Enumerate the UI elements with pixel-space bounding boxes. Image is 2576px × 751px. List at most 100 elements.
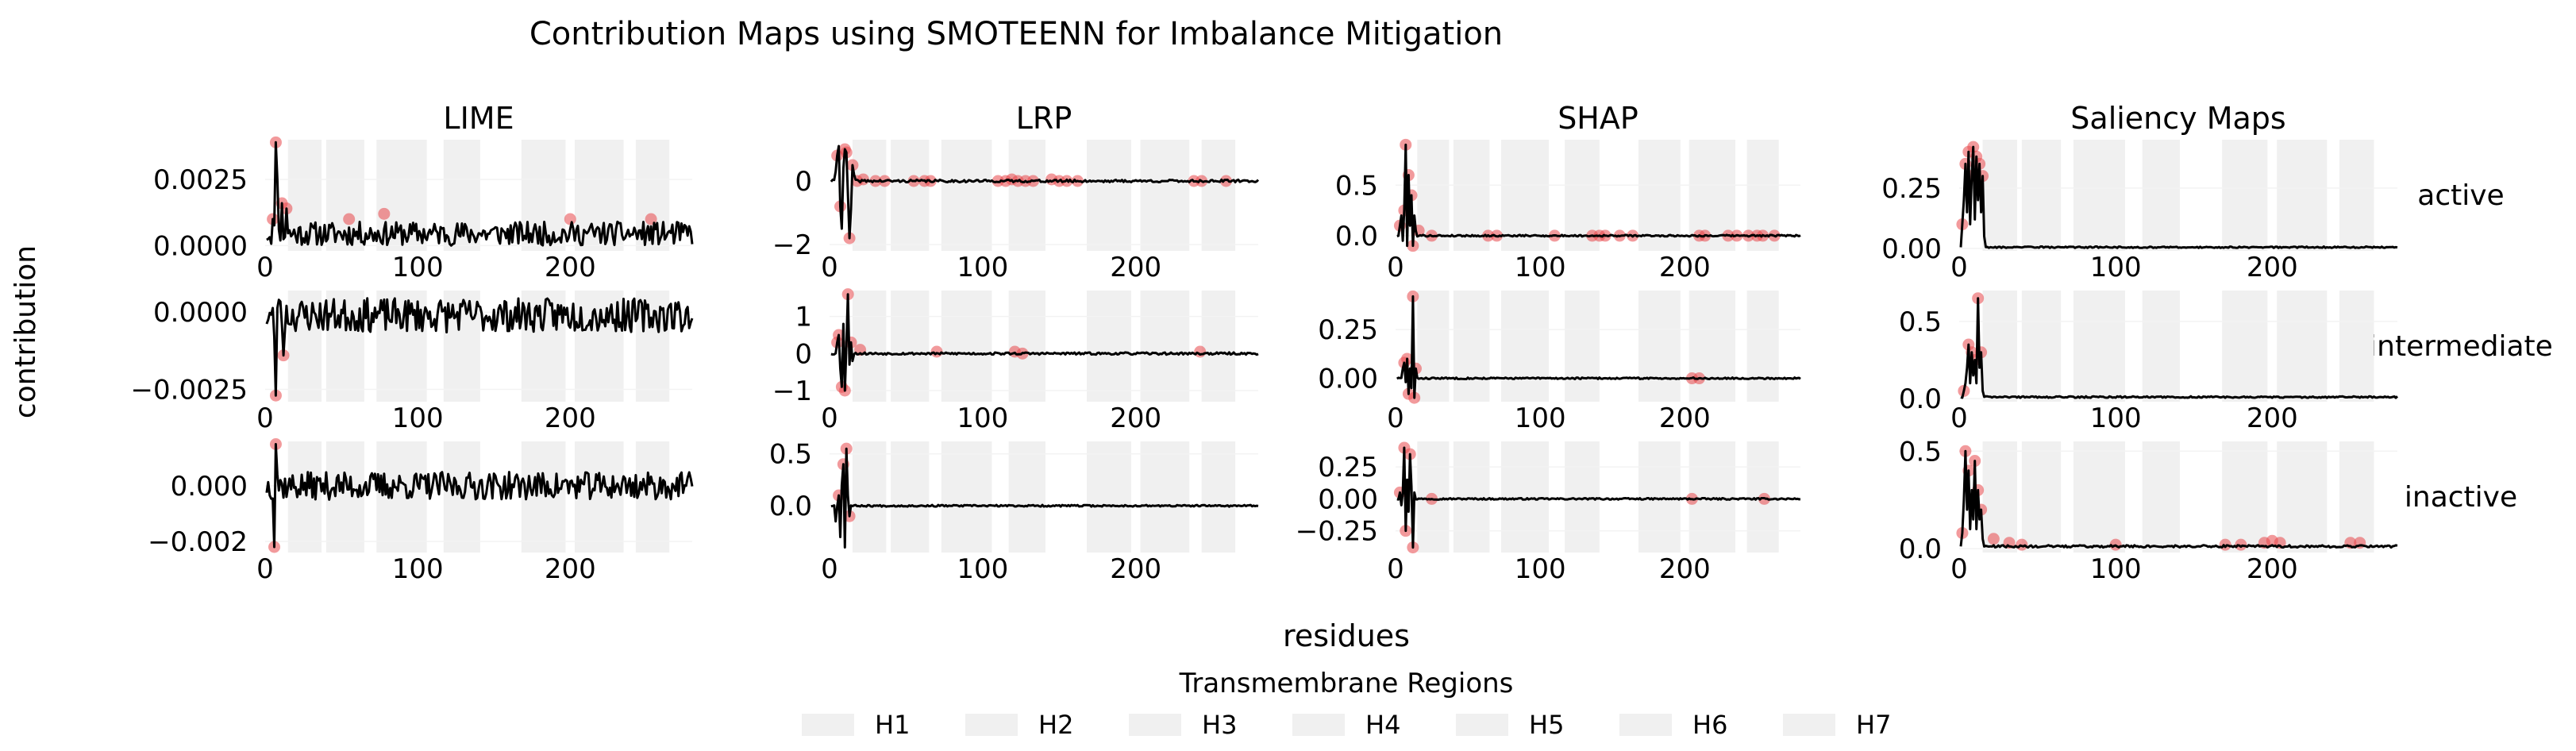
legend-label: H3 — [1202, 710, 1237, 740]
y-tick-label: 0.5 — [1899, 306, 1942, 338]
y-tick-label: 0.0 — [769, 491, 812, 522]
region-band — [1982, 441, 2017, 553]
column-title: LRP — [1016, 101, 1072, 136]
legend-label: H6 — [1692, 710, 1727, 740]
legend-label: H2 — [1038, 710, 1073, 740]
panel-shap-active: 0.0 0.5 0 100 200 — [1335, 138, 1801, 283]
region-band — [2142, 441, 2180, 553]
region-band — [287, 291, 322, 402]
legend-swatch — [1783, 714, 1835, 736]
region-band — [1140, 441, 1190, 553]
panels-group: LIME LRP SHAP Saliency Maps active intermedia… — [131, 101, 2553, 585]
region-band — [2073, 441, 2125, 553]
panel-lime-active: 0.0000 0.0025 0 100 200 — [153, 136, 694, 283]
y-tick-label: 0.0 — [1335, 221, 1378, 252]
region-band — [1008, 140, 1045, 251]
region-band — [635, 441, 670, 553]
region-band — [575, 291, 624, 402]
region-band — [1500, 441, 1550, 553]
region-band — [1201, 291, 1236, 402]
region-band — [2277, 140, 2328, 251]
region-band — [1500, 140, 1550, 251]
region-band — [2277, 441, 2328, 553]
x-tick-label: 100 — [392, 252, 444, 283]
y-tick-label: −0.25 — [1296, 516, 1378, 548]
x-tick-label: 100 — [957, 252, 1008, 283]
highlight-point — [1987, 533, 2000, 545]
y-tick-label: −1 — [772, 376, 812, 407]
contribution-line — [830, 293, 1259, 392]
x-axis-label: residues — [1283, 618, 1410, 653]
region-band — [891, 140, 930, 251]
row-label: intermediate — [2369, 330, 2553, 363]
contribution-line — [830, 447, 1259, 549]
panel-saliency-maps-intermediate: 0.0 0.5 0 100 200 — [1899, 291, 2399, 434]
legend-label: H4 — [1365, 710, 1400, 740]
region-band — [2222, 291, 2268, 402]
region-band — [941, 441, 992, 553]
column-title: Saliency Maps — [2070, 101, 2285, 136]
legend-swatch — [1292, 714, 1345, 736]
x-tick-label: 200 — [2247, 252, 2298, 283]
contribution-line — [1396, 295, 1801, 399]
x-tick-label: 100 — [957, 402, 1008, 434]
legend-swatch — [1619, 714, 1672, 736]
legend-label: H1 — [875, 710, 910, 740]
region-band — [2222, 441, 2268, 553]
region-band — [1417, 291, 1450, 402]
highlight-point — [564, 213, 576, 225]
x-tick-label: 200 — [1659, 553, 1711, 585]
region-band — [1087, 140, 1131, 251]
x-tick-label: 100 — [1515, 402, 1566, 434]
y-tick-label: 0.0000 — [153, 297, 248, 329]
legend-swatch — [802, 714, 854, 736]
y-tick-label: 0.000 — [171, 471, 248, 503]
y-tick-label: 0.25 — [1881, 173, 1942, 205]
region-band — [1746, 291, 1779, 402]
region-band — [635, 291, 670, 402]
x-tick-label: 0 — [1387, 252, 1404, 283]
contribution-line — [1959, 449, 2398, 549]
region-band — [2339, 140, 2374, 251]
x-tick-label: 0 — [1950, 252, 1968, 283]
highlight-point — [343, 213, 356, 225]
x-tick-label: 200 — [545, 553, 596, 585]
y-axis-label: contribution — [10, 245, 42, 418]
x-tick-label: 0 — [256, 252, 274, 283]
x-tick-label: 200 — [1659, 402, 1711, 434]
region-band — [852, 140, 887, 251]
y-tick-label: 0.5 — [769, 439, 812, 471]
region-band — [1453, 291, 1490, 402]
region-band — [1140, 291, 1190, 402]
y-tick-label: −0.002 — [148, 526, 248, 558]
region-band — [1565, 291, 1600, 402]
region-band — [891, 291, 930, 402]
contribution-line — [265, 297, 694, 397]
region-band — [2073, 291, 2125, 402]
highlight-point — [378, 207, 391, 220]
panel-saliency-maps-active: 0.00 0.25 0 100 200 — [1881, 140, 2398, 283]
x-tick-label: 100 — [2090, 252, 2142, 283]
region-band — [575, 441, 624, 553]
y-tick-label: 0.00 — [1318, 483, 1378, 515]
region-band — [941, 291, 992, 402]
x-tick-label: 100 — [392, 402, 444, 434]
region-band — [376, 441, 427, 553]
legend-swatch — [1456, 714, 1508, 736]
y-tick-label: 0.00 — [1881, 233, 1942, 265]
x-tick-label: 100 — [957, 553, 1008, 585]
x-tick-label: 100 — [1515, 553, 1566, 585]
panel-saliency-maps-inactive: 0.0 0.5 0 100 200 — [1899, 436, 2398, 585]
y-tick-label: 0.5 — [1899, 436, 1942, 468]
region-band — [2073, 140, 2125, 251]
region-band — [1688, 291, 1736, 402]
region-band — [2339, 291, 2374, 402]
region-band — [1500, 291, 1550, 402]
y-tick-label: 1 — [795, 302, 812, 333]
x-tick-label: 0 — [1950, 402, 1968, 434]
y-tick-label: 0.0 — [1899, 383, 1942, 415]
x-tick-label: 0 — [821, 252, 838, 283]
contribution-line — [1959, 145, 2398, 249]
x-tick-label: 200 — [545, 252, 596, 283]
